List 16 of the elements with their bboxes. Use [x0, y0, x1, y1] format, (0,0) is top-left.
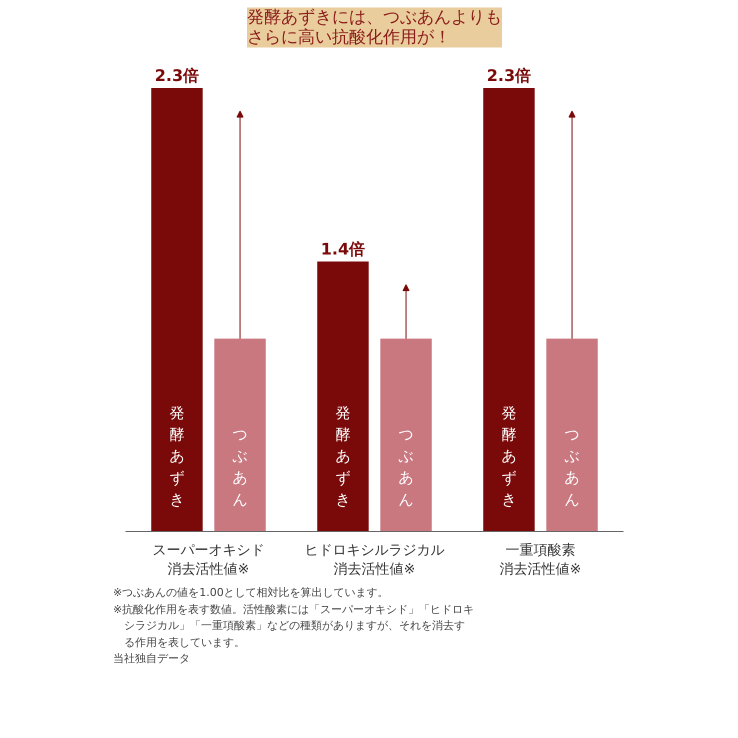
x-tick-label: 一重項酸素消去活性値※ — [500, 542, 582, 578]
data-label: 1.4倍 — [320, 240, 366, 259]
text: 発酵あずき — [169, 404, 184, 508]
x-tick-label: スーパーオキシド消去活性値※ — [152, 542, 264, 578]
data-label: 2.3倍 — [154, 66, 200, 85]
text: 発酵あずき — [501, 404, 516, 508]
text: 当社独自データ — [113, 651, 191, 667]
x-tick-label: ヒドロキシルラジカル消去活性値※ — [304, 542, 444, 578]
data-label: 2.3倍 — [486, 66, 532, 85]
text: ※抗酸化作用を表す数値。活性酸素には「スーパーオキシド」「ヒドロキシラジカル」「一重項酸素」などの種類がありますが、それを消去する作用を表しています。 — [113, 602, 475, 650]
text: つぶあん — [232, 426, 248, 508]
series-label: つぶあん — [398, 426, 414, 508]
series-label: 発酵あずき — [335, 404, 350, 508]
text: つぶあん — [564, 426, 580, 508]
chart-title: 発酵あずきには、つぶあんよりもさらに高い抗酸化作用が！ — [247, 8, 502, 48]
text: ※つぶあんの値を1.00として相対比を算出しています。 — [113, 585, 390, 601]
